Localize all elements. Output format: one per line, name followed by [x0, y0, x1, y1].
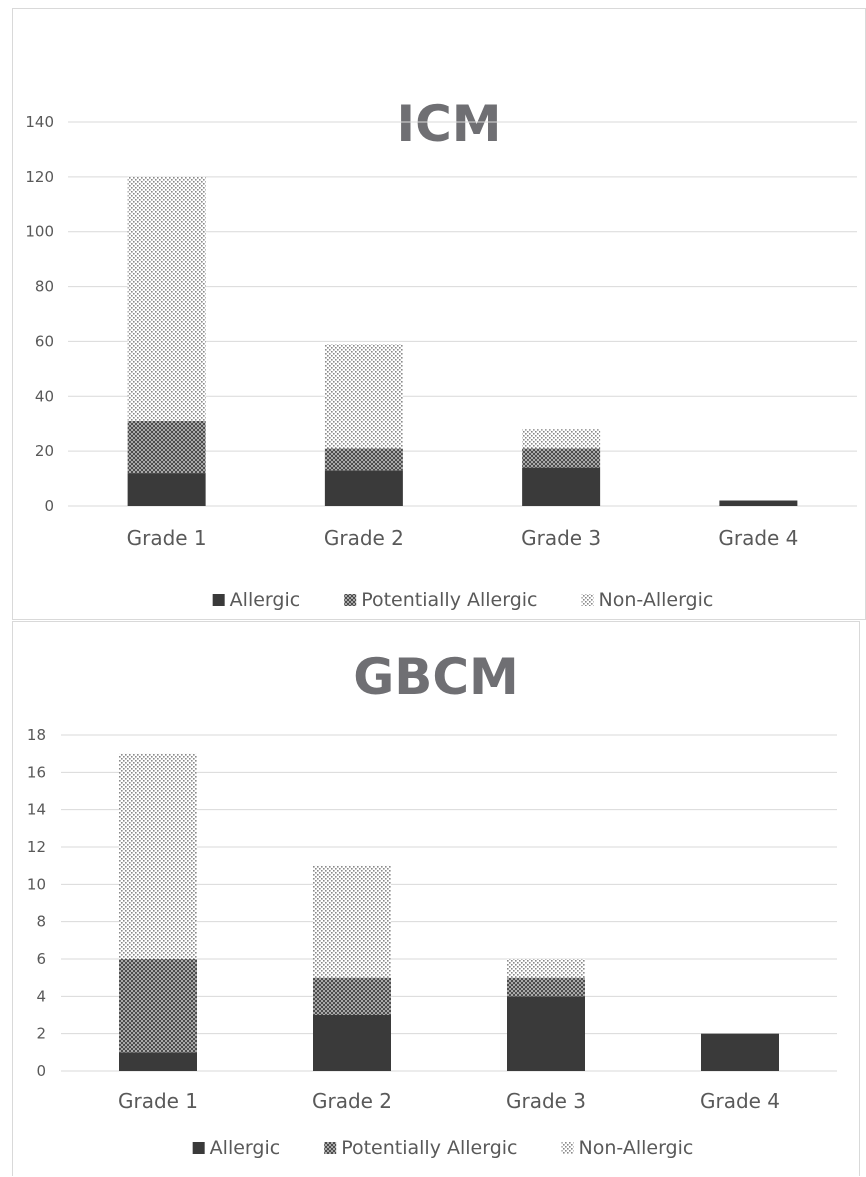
- y-tick-label: 12: [27, 838, 46, 856]
- gbcm-chart-title: GBCM: [353, 648, 519, 706]
- x-category-label: Grade 4: [700, 1089, 780, 1113]
- bar-non-allergic-grade-3: [522, 429, 601, 449]
- bar-non-allergic-grade-2: [324, 344, 403, 449]
- x-category-label: Grade 2: [312, 1089, 392, 1113]
- y-tick-label: 2: [36, 1025, 46, 1043]
- bar-allergic-grade-4: [719, 500, 798, 506]
- legend-swatch-non-allergic: [581, 594, 594, 606]
- y-tick-label: 140: [25, 113, 54, 131]
- y-tick-label: 60: [35, 332, 54, 350]
- icm-chart-title: ICM: [396, 95, 501, 153]
- y-tick-label: 100: [25, 223, 54, 241]
- y-tick-label: 14: [27, 801, 46, 819]
- icm-legend: Allergic Potentially Allergic Non-Allergic: [212, 589, 714, 611]
- x-category-label: Grade 2: [324, 526, 404, 550]
- bar-non-allergic-grade-2: [313, 865, 391, 978]
- bar-potentially-allergic-grade-1: [127, 420, 206, 474]
- y-tick-label: 0: [44, 497, 54, 515]
- bar-potentially-allergic-grade-3: [507, 977, 585, 997]
- gbcm-legend: Allergic Potentially Allergic Non-Allergic: [192, 1137, 694, 1159]
- bar-non-allergic-grade-3: [507, 959, 585, 978]
- bar-potentially-allergic-grade-2: [324, 448, 403, 471]
- bar-allergic-grade-3: [507, 996, 585, 1071]
- x-category-label: Grade 1: [127, 526, 207, 550]
- y-tick-label: 4: [36, 987, 46, 1005]
- bar-allergic-grade-1: [127, 473, 206, 506]
- gbcm-chart: GBCM 0 2 4 6 8 10 12 14 16 18 Grade 1 Grade 2 Grade 3…: [27, 648, 837, 1159]
- y-tick-label: 20: [35, 442, 54, 460]
- bar-potentially-allergic-grade-3: [522, 448, 601, 468]
- y-tick-label: 10: [27, 875, 46, 893]
- x-category-label: Grade 3: [521, 526, 601, 550]
- legend-swatch-allergic: [192, 1142, 205, 1154]
- x-category-label: Grade 4: [718, 526, 798, 550]
- legend-swatch-allergic: [212, 594, 225, 606]
- legend-label-allergic: Allergic: [210, 1137, 281, 1159]
- y-tick-label: 40: [35, 387, 54, 405]
- legend-label-allergic: Allergic: [230, 589, 301, 611]
- bar-allergic-grade-2: [313, 1015, 391, 1071]
- bar-non-allergic-grade-1: [127, 176, 206, 421]
- legend-swatch-potentially-allergic: [324, 1142, 337, 1154]
- legend-swatch-potentially-allergic: [344, 594, 357, 606]
- gbcm-chart-panel: GBCM 0 2 4 6 8 10 12 14 16 18 Grade 1 Grade 2 Grade 3…: [12, 621, 860, 1176]
- legend-swatch-non-allergic: [561, 1142, 574, 1154]
- icm-chart-panel: ICM 0 20 40 60 80 100 120 140 Grade 1 Grade 2 Grade…: [12, 8, 866, 620]
- bar-allergic-grade-1: [119, 1052, 197, 1071]
- y-tick-label: 18: [27, 726, 46, 744]
- y-tick-label: 0: [36, 1062, 46, 1080]
- bar-allergic-grade-2: [324, 470, 403, 506]
- bar-non-allergic-grade-1: [119, 753, 197, 959]
- bar-allergic-grade-4: [701, 1033, 779, 1071]
- x-category-label: Grade 3: [506, 1089, 586, 1113]
- y-tick-label: 120: [25, 168, 54, 186]
- y-tick-label: 80: [35, 278, 54, 296]
- legend-label-potentially-allergic: Potentially Allergic: [361, 589, 537, 611]
- bar-potentially-allergic-grade-2: [313, 977, 391, 1015]
- legend-label-non-allergic: Non-Allergic: [579, 1137, 694, 1159]
- legend-label-potentially-allergic: Potentially Allergic: [341, 1137, 517, 1159]
- y-tick-label: 8: [36, 913, 46, 931]
- y-tick-label: 6: [36, 950, 46, 968]
- y-tick-label: 16: [27, 763, 46, 781]
- bar-allergic-grade-3: [522, 467, 601, 506]
- bar-potentially-allergic-grade-1: [119, 959, 197, 1053]
- icm-chart: ICM 0 20 40 60 80 100 120 140 Grade 1 Grade 2 Grade…: [25, 95, 857, 611]
- legend-label-non-allergic: Non-Allergic: [599, 589, 714, 611]
- x-category-label: Grade 1: [118, 1089, 198, 1113]
